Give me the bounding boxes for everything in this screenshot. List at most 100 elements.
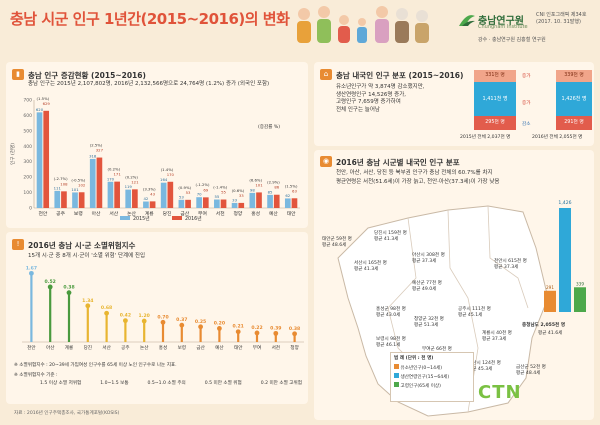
x-tick-label: 청양 bbox=[290, 344, 299, 351]
change-rate-label: (0.2%) bbox=[107, 167, 120, 172]
change-decrease: 감소 bbox=[522, 122, 531, 127]
risk-point bbox=[179, 322, 185, 328]
bar-value-2016: 327 bbox=[96, 148, 104, 153]
change-rate-label: (0.2%) bbox=[125, 174, 138, 179]
risk-point bbox=[292, 331, 297, 337]
person-icon bbox=[297, 6, 429, 43]
bar-value-2016: 101 bbox=[255, 182, 263, 187]
x-tick-label: 청양 bbox=[234, 210, 243, 217]
region-nonsan: 논산시 124천 명 평균 45.3세 bbox=[468, 361, 501, 372]
risk-legend-item: 0.5 미만 소멸 위험 bbox=[204, 381, 242, 386]
bar-2015 bbox=[143, 201, 149, 208]
y-tick-label: 0 bbox=[29, 206, 32, 212]
legend-elderly: 고령인구(65세 이상) bbox=[391, 381, 473, 390]
province-bar bbox=[559, 208, 571, 312]
working-segment: 1,426천 명 bbox=[556, 82, 592, 116]
x-tick-label: 부여 bbox=[253, 344, 261, 351]
bar-2015 bbox=[267, 194, 273, 208]
bar-value-2015: 85 bbox=[268, 189, 273, 194]
stacked-bar-2016: 339천 명 1,426천 명 291천 명 bbox=[556, 70, 592, 130]
ctn-badge: CTN bbox=[478, 382, 522, 403]
risk-value-label: 0.38 bbox=[63, 285, 74, 291]
bar-value-2016: 53 bbox=[186, 190, 191, 195]
swatch bbox=[394, 373, 399, 378]
y-tick-label: 100 bbox=[23, 190, 32, 196]
issue-info: CNI 인포그래픽 제34호 (2017. 10. 31발행) bbox=[536, 12, 586, 26]
x-tick-label: 금산 bbox=[180, 210, 189, 217]
bullet-1: 유소년인구가 약 3,874명 감소했지만, bbox=[336, 84, 425, 90]
map-legend-title: 범 례 (단위 : 천 명) bbox=[394, 356, 434, 361]
bar-2015 bbox=[72, 192, 78, 208]
bar-value-2016: 43 bbox=[150, 191, 155, 196]
x-tick-label: 홍성 bbox=[159, 344, 167, 351]
bar-2015 bbox=[107, 181, 114, 208]
inner-population-bullets: 유소년인구가 약 3,874명 감소했지만, 생산연령인구 14,526명 증가… bbox=[336, 84, 466, 114]
risk-point bbox=[47, 284, 53, 290]
bar-value-2015: 170 bbox=[107, 176, 115, 181]
population-change-heading: 충남 인구 증감현황 (2015~2016) bbox=[28, 71, 146, 80]
risk-value-label: 0.20 bbox=[214, 320, 225, 326]
risk-value-label: 0.25 bbox=[195, 319, 206, 325]
y-tick-label: 400 bbox=[23, 144, 32, 150]
y-tick-label: 200 bbox=[23, 175, 32, 181]
y-tick-label: 500 bbox=[23, 128, 32, 134]
extinction-risk-heading: 2016년 충남 시·군 소멸위험지수 bbox=[28, 241, 136, 250]
family-illustration bbox=[297, 6, 429, 43]
total-2016-label: 2016년 전체 2,055천 명 bbox=[532, 135, 583, 140]
x-tick-label: 공주 bbox=[56, 211, 65, 217]
bar-value-2016: 55 bbox=[221, 190, 226, 195]
change-rate-label: (-2.7%) bbox=[54, 176, 68, 181]
x-tick-label: 천안 bbox=[27, 344, 36, 351]
bar-2016 bbox=[149, 201, 156, 208]
x-tick-label: 태안 bbox=[234, 344, 243, 351]
bar-2015 bbox=[54, 190, 61, 208]
change-rate-label: (2.5%) bbox=[90, 143, 103, 148]
risk-legend-item: 1.0~1.5 보통 bbox=[100, 381, 129, 386]
bar-2015 bbox=[160, 182, 167, 208]
legend-2016: 2016년 bbox=[185, 215, 202, 222]
bar-value-2016: 102 bbox=[78, 182, 86, 187]
house-icon: ⌂ bbox=[320, 69, 332, 80]
risk-legend-item: 0.5~1.0 소멸 주의 bbox=[147, 381, 186, 386]
bar-value-2015: 55 bbox=[214, 194, 219, 199]
bar-2015 bbox=[214, 199, 220, 208]
region-cheonan: 천안시 615천 명 평균 37.3세 bbox=[494, 259, 527, 270]
elderly-segment: 291천 명 bbox=[556, 116, 592, 130]
y-tick-label: 600 bbox=[23, 113, 32, 119]
authors: 강수 · 충남연구원 김홍철 연구원 bbox=[478, 37, 546, 43]
province-total: 충청남도 2,055천 명 bbox=[522, 323, 566, 328]
bar-value-2016: 170 bbox=[167, 172, 175, 177]
youth-segment: 331천 명 bbox=[474, 70, 516, 82]
risk-value-label: 0.68 bbox=[101, 305, 112, 311]
issue-number: CNI 인포그래픽 제34호 bbox=[536, 12, 587, 18]
change-rate-unit: (증감률 %) bbox=[258, 125, 281, 130]
y-tick-label: 700 bbox=[23, 98, 32, 104]
risk-value-label: 0.39 bbox=[270, 325, 281, 331]
bar-2016 bbox=[185, 199, 191, 208]
x-tick-label: 예산 bbox=[269, 210, 278, 217]
change-rate-label: (0.9%) bbox=[178, 185, 191, 190]
bar-value-2016: 171 bbox=[114, 172, 122, 177]
risk-value-label: 1.67 bbox=[26, 265, 37, 271]
change-increase-2: 증가 bbox=[522, 101, 531, 106]
x-tick-label: 논산 bbox=[127, 210, 136, 217]
bar-value-2015: 620 bbox=[36, 107, 44, 112]
change-rate-label: (-1.4%) bbox=[213, 185, 227, 190]
risk-value-label: 0.37 bbox=[176, 317, 187, 323]
people-icon: ◉ bbox=[320, 156, 332, 167]
risk-value-label: 0.42 bbox=[120, 313, 131, 319]
x-tick-label: 홍성 bbox=[251, 210, 260, 217]
risk-criteria-label: ※ 소멸위험지수 기준 : bbox=[14, 373, 58, 378]
bar-value-2015: 318 bbox=[89, 153, 97, 158]
province-bar bbox=[544, 290, 556, 312]
region-gongju: 공주시 111천 명 평균 45.1세 bbox=[458, 307, 491, 318]
bar-value-2016: 63 bbox=[292, 188, 297, 193]
risk-value-label: 0.21 bbox=[233, 324, 244, 330]
bar-2016 bbox=[78, 192, 85, 208]
county-bullet-1: 천안, 아산, 서산, 당진 등 북부권 인구가 충남 전체의 60.7%를 차… bbox=[336, 170, 493, 176]
extinction-risk-chart: 1.67 천안 0.52 아산 0.38 계룡 1.34 당진 0.68 서산 0.42 공주 1.20… bbox=[22, 265, 304, 351]
x-tick-label: 아산 bbox=[46, 344, 55, 351]
change-increase-1: 증가 bbox=[522, 74, 531, 79]
risk-point bbox=[29, 270, 34, 276]
